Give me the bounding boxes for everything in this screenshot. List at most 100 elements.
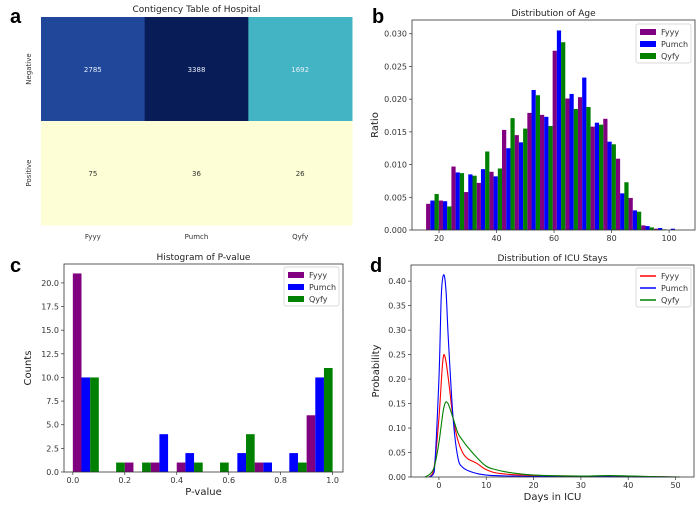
legend-swatch — [640, 41, 656, 47]
bar-qyfy — [434, 194, 439, 230]
y-tick-label: 0.20 — [388, 375, 406, 384]
y-tick-label: 17.5 — [41, 303, 59, 312]
x-tick-label: 40 — [491, 234, 501, 243]
bar-pumch — [594, 122, 600, 230]
legend-label: Qyfy — [661, 296, 680, 305]
bar-pumch — [315, 377, 324, 472]
legend-swatch — [640, 53, 656, 59]
legend-label: Fyyy — [661, 272, 679, 281]
bar-fyyy — [502, 129, 507, 230]
y-tick-label: 0.015 — [384, 128, 407, 137]
bar-fyyy — [426, 203, 431, 230]
heatmap-cell — [41, 17, 146, 122]
bar-pumch — [658, 228, 663, 230]
x-tick-label: 0 — [436, 481, 441, 490]
bar-pumch — [556, 30, 562, 231]
density-line-fyyy — [428, 354, 681, 478]
panel-label-a: a — [10, 6, 22, 28]
bar-qyfy — [649, 227, 654, 230]
y-tick-label: 0.000 — [384, 226, 407, 235]
bar-pumch — [670, 228, 675, 230]
bar-fyyy — [552, 50, 557, 230]
legend-label: Qyfy — [309, 295, 328, 304]
x-tick-label: 20 — [528, 481, 538, 490]
bar-qyfy — [220, 462, 229, 472]
bar-pumch — [544, 116, 549, 230]
bar-pumch — [480, 169, 486, 230]
bar-pumch — [531, 90, 536, 230]
plot-frame — [410, 264, 695, 478]
legend-swatch — [288, 296, 304, 302]
bar-fyyy — [150, 462, 160, 472]
bar-fyyy — [628, 197, 633, 230]
bar-qyfy — [497, 168, 503, 230]
bar-qyfy — [586, 107, 591, 230]
x-tick-label: 40 — [623, 481, 633, 490]
x-tick-label: 1.0 — [326, 476, 339, 485]
bar-qyfy — [535, 95, 540, 230]
x-tick-label: 100 — [661, 234, 676, 243]
bar-pumch — [493, 176, 498, 230]
bar-fyyy — [489, 171, 494, 230]
legend-swatch — [640, 29, 656, 35]
legend-box — [635, 267, 692, 308]
y-tick-label: 0.40 — [388, 277, 406, 286]
bar-qyfy — [116, 462, 125, 472]
y-tick-label: 5.0 — [46, 421, 59, 430]
bar-fyyy — [476, 182, 481, 230]
y-tick-label: 0.005 — [384, 193, 407, 202]
bar-fyyy — [514, 135, 519, 230]
chart-title: Distribution of ICU Stays — [497, 254, 607, 264]
density-line-pumch — [429, 274, 676, 478]
bar-pumch — [237, 453, 247, 472]
y-tick-label: 15.0 — [41, 326, 59, 335]
bar-qyfy — [90, 377, 99, 472]
bar-qyfy — [485, 151, 490, 230]
x-tick-label: 0.4 — [170, 476, 183, 485]
bar-qyfy — [573, 108, 578, 230]
x-tick-label: 0.2 — [118, 476, 131, 485]
density-line-qyfy — [424, 401, 681, 478]
bar-pumch — [468, 174, 473, 230]
y-tick-label: 0.25 — [388, 351, 406, 360]
bar-fyyy — [603, 118, 608, 230]
bar-fyyy — [641, 225, 646, 230]
bar-fyyy — [176, 462, 186, 472]
bar-pumch — [81, 377, 91, 472]
x-tick-label: 20 — [434, 234, 444, 243]
bar-fyyy — [451, 166, 456, 230]
bar-fyyy — [653, 228, 659, 230]
icu-stay-panel: Distribution of ICU Stays 0 10 20 30 40 50 0.00… — [371, 254, 695, 503]
x-tick-label: 10 — [481, 481, 491, 490]
pvalue-histogram-panel: Histogram of P-value 0.0 0.2 0.4 0.6 0.8 1.0 0.… — [23, 253, 344, 498]
y-tick-label: 0.30 — [388, 326, 406, 335]
x-tick-label: 0.8 — [274, 476, 287, 485]
age-histogram-panel: Distribution of Age 20 40 60 80 100 0.000 0.005… — [370, 9, 696, 243]
bar-fyyy — [464, 192, 469, 230]
column-tick-label: Qyfy — [292, 233, 308, 241]
cell-value-label: 36 — [192, 170, 201, 178]
bar-fyyy — [615, 158, 621, 230]
cell-value-label: 3388 — [188, 66, 206, 74]
legend-label: Qyfy — [661, 52, 680, 61]
legend-label: Fyyy — [661, 28, 679, 37]
legend-label: Pumch — [661, 40, 688, 49]
heatmap-cell — [248, 121, 353, 226]
heatmap-panel: Contigency Table of Hospital 2785 3388 1692… — [25, 5, 353, 241]
x-tick-label: 80 — [607, 234, 617, 243]
bar-fyyy — [254, 462, 264, 472]
y-tick-label: 0.10 — [388, 424, 406, 433]
y-tick-label: 0.35 — [388, 302, 406, 311]
y-tick-label: 2.5 — [46, 444, 59, 453]
bar-fyyy — [565, 98, 570, 230]
y-tick-label: 0.0 — [46, 468, 59, 477]
panel-label-d: d — [370, 255, 382, 277]
column-tick-label: Pumch — [185, 233, 209, 241]
bar-qyfy — [142, 462, 151, 472]
bar-qyfy — [459, 173, 465, 230]
bar-fyyy — [577, 97, 583, 230]
bar-qyfy — [611, 144, 616, 230]
y-tick-label: 10.0 — [41, 373, 59, 382]
cell-value-label: 1692 — [291, 66, 309, 74]
